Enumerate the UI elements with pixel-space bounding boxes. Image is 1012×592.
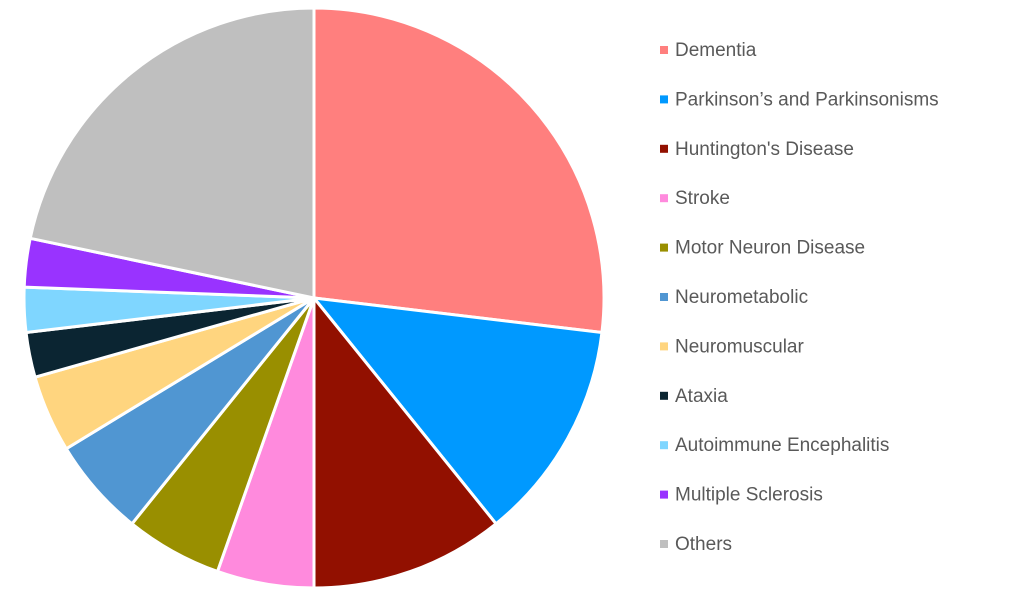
legend-swatch: [660, 194, 668, 203]
legend-label: Motor Neuron Disease: [675, 238, 865, 259]
legend-swatch: [660, 441, 668, 450]
legend-label: Dementia: [675, 40, 757, 61]
legend-swatch: [660, 95, 668, 104]
legend-label: Autoimmune Encephalitis: [675, 435, 889, 456]
legend-swatch: [660, 490, 668, 499]
pie-slice: [312, 296, 604, 526]
legend-swatch: [660, 144, 668, 153]
legend-swatch: [660, 391, 668, 400]
legend-label: Parkinson’s and Parkinsonisms: [675, 89, 939, 110]
pie-slice: [312, 296, 498, 590]
legend-label: Neurometabolic: [675, 287, 808, 308]
legend-label: Stroke: [675, 188, 730, 209]
legend-label: Ataxia: [675, 386, 728, 407]
legend-label: Others: [675, 534, 732, 555]
legend-label: Huntington's Disease: [675, 139, 854, 160]
legend-swatch: [660, 243, 668, 252]
pie-slice: [312, 6, 606, 335]
legend-label: Neuromuscular: [675, 336, 804, 357]
legend-label: Multiple Sclerosis: [675, 485, 823, 506]
legend-swatch: [660, 293, 668, 301]
pie-slice: [28, 6, 316, 300]
legend-swatch: [660, 342, 668, 351]
legend-swatch: [660, 46, 668, 54]
legend-swatch: [660, 540, 668, 548]
